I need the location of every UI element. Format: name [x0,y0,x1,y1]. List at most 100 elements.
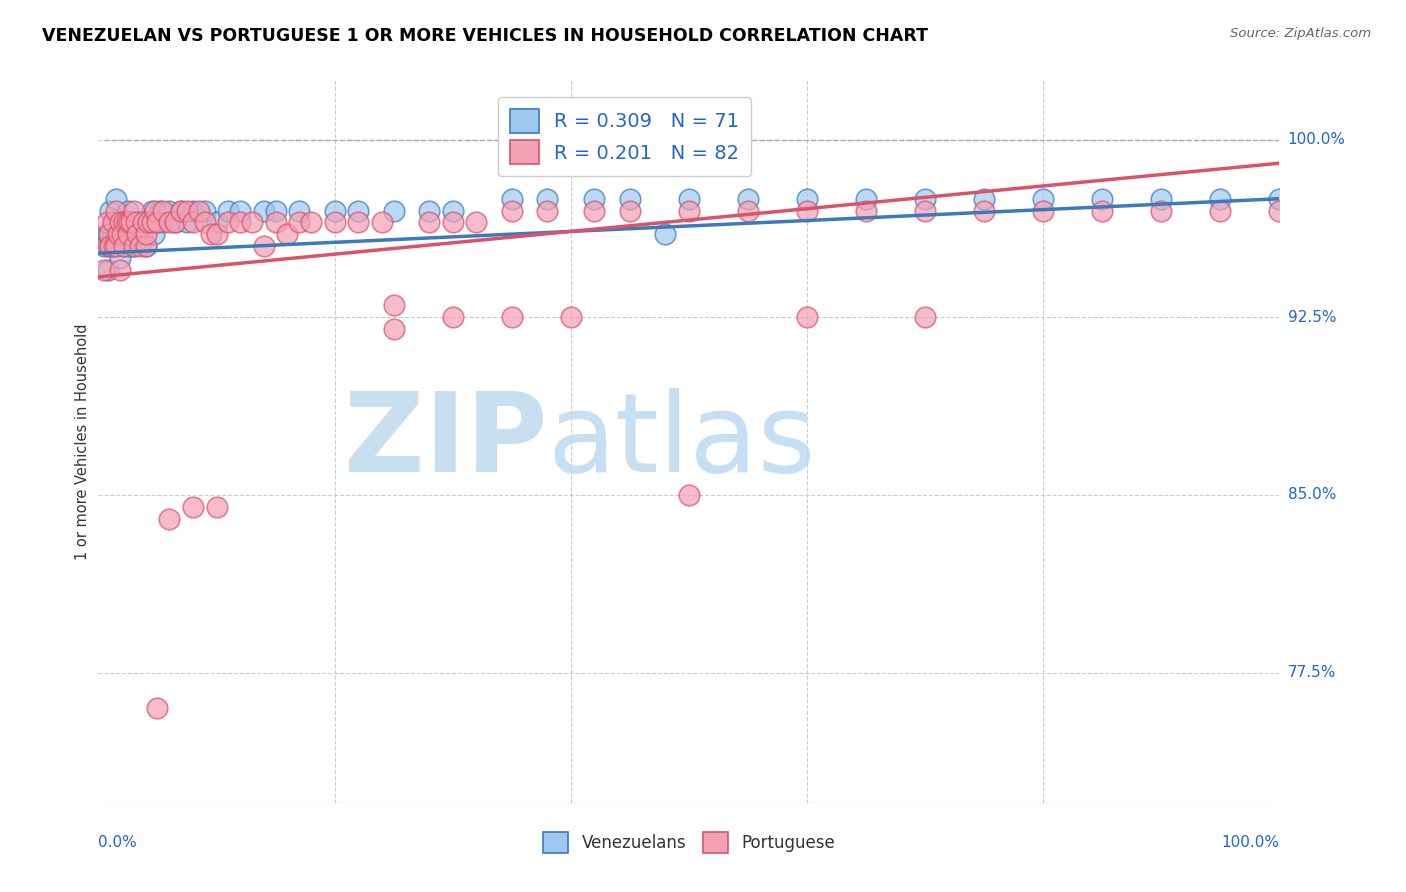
Point [112,215,135,229]
Point [678,203,700,218]
Point [101,227,124,242]
Point [146,215,169,229]
Point [117,215,139,229]
Point [181,500,204,514]
Point [105,192,128,206]
Point [737,203,759,218]
Point [143,203,166,218]
Point [1091,192,1114,206]
Point [1209,203,1232,218]
Point [187,203,209,218]
Point [654,227,676,242]
Point [122,203,145,218]
Point [253,239,276,253]
Point [96,215,118,229]
Point [217,203,239,218]
Point [112,239,135,253]
Text: Source: ZipAtlas.com: Source: ZipAtlas.com [1230,27,1371,40]
Point [98,203,121,218]
Point [103,215,125,229]
Point [176,203,198,218]
Point [1032,192,1054,206]
Point [157,203,180,218]
Text: 100.0%: 100.0% [1288,132,1346,147]
Point [115,227,138,242]
Point [142,227,165,242]
Point [101,215,124,229]
Point [465,215,488,229]
Point [112,239,135,253]
Point [229,215,252,229]
Point [152,203,174,218]
Point [118,215,141,229]
Point [501,310,523,325]
Point [501,203,523,218]
Point [105,227,128,242]
Point [796,310,818,325]
Text: 100.0%: 100.0% [1222,835,1279,850]
Point [97,262,120,277]
Point [583,203,606,218]
Point [181,203,204,218]
Text: ZIP: ZIP [344,388,547,495]
Point [382,298,405,312]
Point [97,239,120,253]
Point [229,203,252,218]
Point [914,203,936,218]
Point [1150,192,1173,206]
Point [796,203,818,218]
Point [560,310,582,325]
Point [347,203,370,218]
Point [136,215,159,229]
Point [146,215,169,229]
Point [678,192,700,206]
Point [122,239,145,253]
Point [165,215,187,229]
Point [98,239,121,253]
Point [115,215,138,229]
Point [1268,203,1291,218]
Point [157,511,180,525]
Point [122,227,145,242]
Point [121,215,143,229]
Point [264,203,287,218]
Point [170,203,193,218]
Point [98,227,121,242]
Point [135,239,157,253]
Point [157,215,180,229]
Y-axis label: 1 or more Vehicles in Household: 1 or more Vehicles in Household [75,323,90,560]
Point [165,215,187,229]
Point [323,215,346,229]
Point [200,227,222,242]
Point [347,215,370,229]
Point [914,192,936,206]
Point [205,500,228,514]
Point [382,322,405,336]
Point [149,203,172,218]
Point [737,192,759,206]
Point [288,203,311,218]
Point [127,227,149,242]
Point [678,488,700,502]
Point [1150,203,1173,218]
Point [131,227,153,242]
Text: VENEZUELAN VS PORTUGUESE 1 OR MORE VEHICLES IN HOUSEHOLD CORRELATION CHART: VENEZUELAN VS PORTUGUESE 1 OR MORE VEHIC… [42,27,928,45]
Point [1209,192,1232,206]
Point [418,203,440,218]
Point [619,192,641,206]
Text: 77.5%: 77.5% [1288,665,1336,680]
Point [105,239,128,253]
Point [128,239,150,253]
Point [194,203,217,218]
Point [120,239,142,253]
Legend: Venezuelans, Portuguese: Venezuelans, Portuguese [537,826,841,860]
Point [536,192,558,206]
Point [121,215,143,229]
Point [127,227,149,242]
Point [536,203,558,218]
Point [108,262,131,277]
Point [141,203,163,218]
Point [583,192,606,206]
Point [382,203,405,218]
Point [441,215,464,229]
